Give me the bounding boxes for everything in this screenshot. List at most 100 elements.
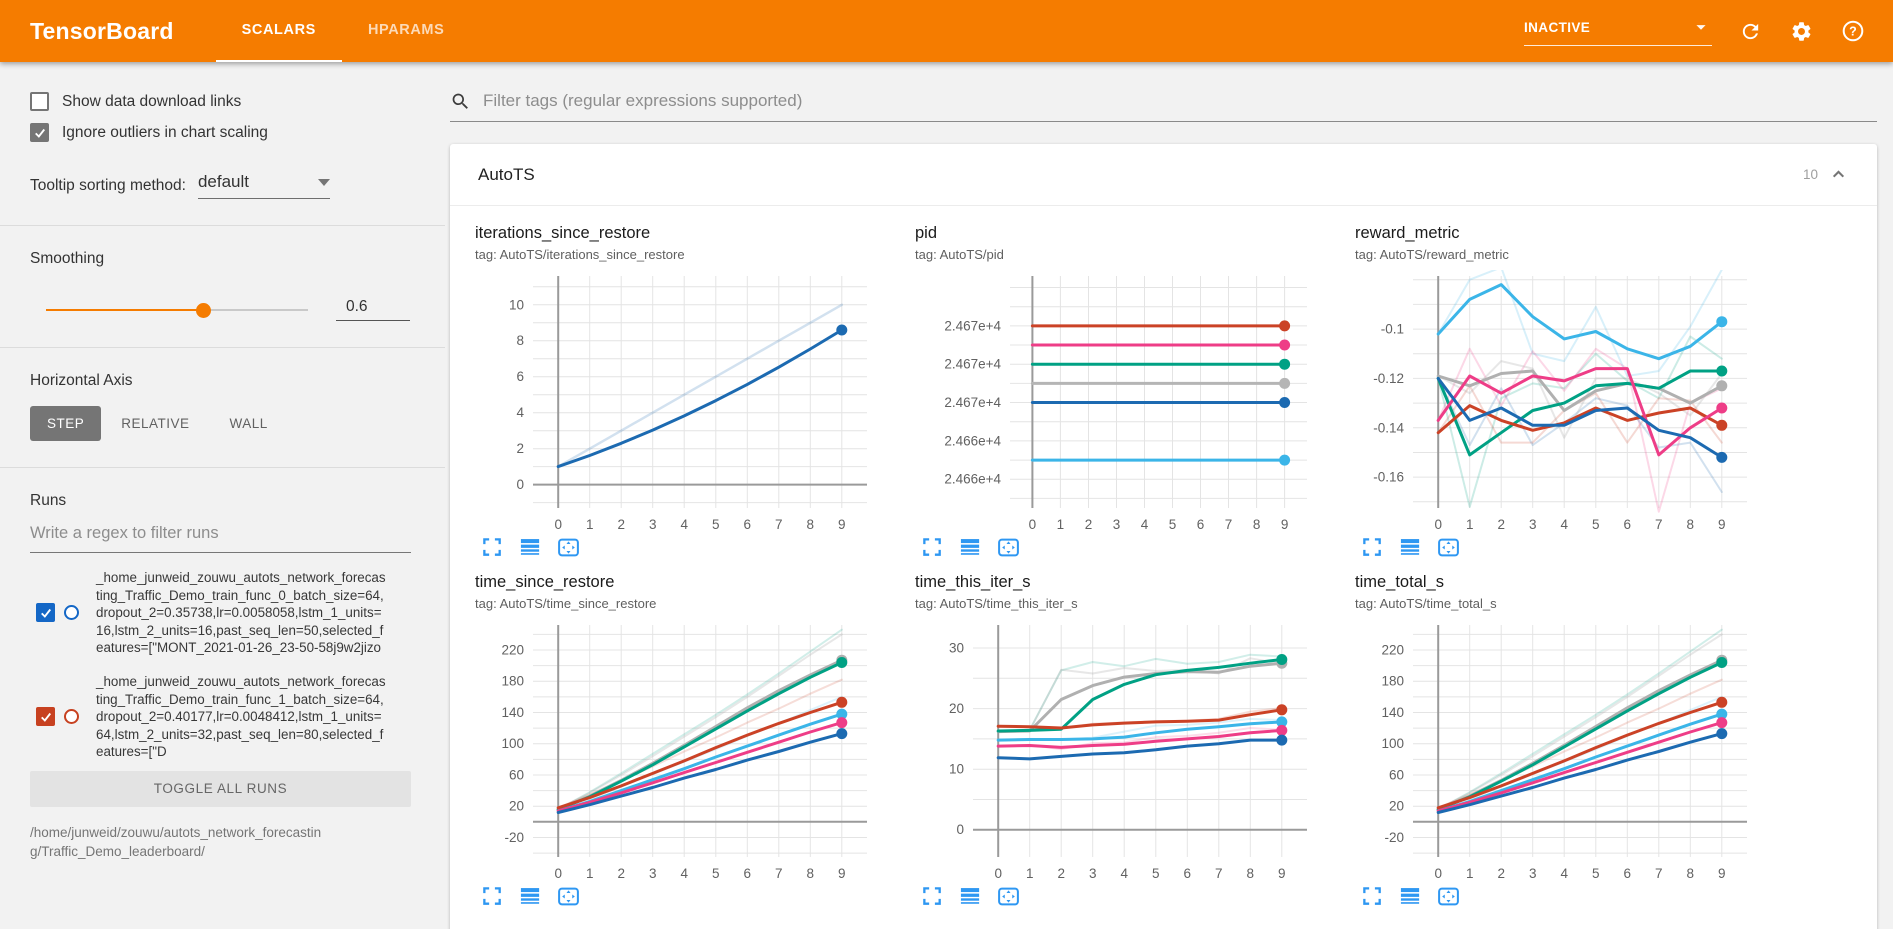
- charts-grid: iterations_since_restore tag: AutoTS/iter…: [450, 206, 1877, 908]
- chart-plot[interactable]: -20 20 60 100 140 180 220 0 1 2 3 4 5 6 7 8 9: [1355, 619, 1775, 884]
- chart-plot[interactable]: 0 2 4 6 8 10 0 1 2 3 4 5 6 7 8 9: [475, 270, 895, 535]
- checkbox-unchecked[interactable]: [30, 92, 49, 111]
- tab-hparams[interactable]: HPARAMS: [367, 22, 445, 38]
- chart-iterations_since_restore: iterations_since_restore tag: AutoTS/iter…: [475, 224, 915, 559]
- svg-text:100: 100: [501, 736, 524, 751]
- svg-text:2: 2: [1497, 866, 1505, 881]
- svg-text:2.466e+4: 2.466e+4: [944, 433, 1001, 448]
- chart-plot[interactable]: 2.467e+4 2.467e+4 2.467e+4 2.466e+4 2.466e+4…: [915, 270, 1335, 535]
- fit-domain-icon[interactable]: [1437, 885, 1460, 908]
- svg-text:9: 9: [1718, 866, 1726, 881]
- svg-text:6: 6: [1624, 866, 1632, 881]
- ignore-outliers-checkbox[interactable]: Ignore outliers in chart scaling: [30, 123, 411, 142]
- fullscreen-icon[interactable]: [1361, 885, 1384, 908]
- fullscreen-icon[interactable]: [481, 885, 504, 908]
- svg-text:60: 60: [1389, 768, 1404, 783]
- run-item-0[interactable]: _home_junweid_zouwu_autots_network_forec…: [30, 569, 411, 657]
- axis-relative-button[interactable]: RELATIVE: [121, 416, 190, 431]
- chart-tag: tag: AutoTS/reward_metric: [1355, 247, 1509, 262]
- settings-gear-icon[interactable]: [1789, 19, 1814, 44]
- chart-title: time_since_restore: [475, 573, 615, 591]
- fit-domain-icon[interactable]: [997, 885, 1020, 908]
- svg-text:6: 6: [744, 866, 752, 881]
- chart-plot[interactable]: 0 10 20 30 0 1 2 3 4 5 6 7 8 9: [915, 619, 1335, 884]
- svg-text:5: 5: [1592, 866, 1600, 881]
- tooltip-sorting-select[interactable]: default: [197, 172, 330, 199]
- fullscreen-icon[interactable]: [1361, 536, 1384, 559]
- svg-text:20: 20: [1389, 799, 1404, 814]
- toggle-all-runs-button[interactable]: TOGGLE ALL RUNS: [30, 770, 411, 807]
- svg-text:8: 8: [807, 866, 815, 881]
- chart-reward_metric: reward_metric tag: AutoTS/reward_metric -0…: [1355, 224, 1795, 559]
- svg-text:7: 7: [1225, 517, 1233, 532]
- chart-title: time_total_s: [1355, 573, 1444, 591]
- checkbox-checked[interactable]: [30, 123, 49, 142]
- svg-text:4: 4: [1560, 866, 1568, 881]
- svg-text:9: 9: [838, 866, 846, 881]
- run-checkbox[interactable]: [36, 707, 55, 727]
- fit-domain-icon[interactable]: [557, 885, 580, 908]
- smoothing-value-input[interactable]: [336, 298, 410, 321]
- chart-plot[interactable]: -0.1 -0.12 -0.14 -0.16 0 1 2 3 4 5 6 7 8 9: [1355, 270, 1775, 535]
- fit-domain-icon[interactable]: [557, 536, 580, 559]
- svg-text:1: 1: [1026, 866, 1034, 881]
- fullscreen-icon[interactable]: [481, 536, 504, 559]
- run-item-1[interactable]: _home_junweid_zouwu_autots_network_forec…: [30, 673, 411, 761]
- run-checkbox[interactable]: [36, 603, 55, 623]
- run-name: _home_junweid_zouwu_autots_network_forec…: [96, 570, 386, 656]
- autots-card-header[interactable]: AutoTS 10: [450, 144, 1877, 206]
- divider: [0, 467, 445, 468]
- fit-domain-icon[interactable]: [1437, 536, 1460, 559]
- svg-text:3: 3: [1529, 866, 1537, 881]
- svg-text:3: 3: [649, 517, 657, 532]
- log-scale-icon[interactable]: [1399, 885, 1422, 908]
- runs-label: Runs: [30, 492, 67, 509]
- chart-tag: tag: AutoTS/time_since_restore: [475, 596, 657, 611]
- svg-text:180: 180: [501, 674, 524, 689]
- chevron-down-icon: [1696, 25, 1706, 30]
- fullscreen-icon[interactable]: [921, 885, 944, 908]
- fit-domain-icon[interactable]: [997, 536, 1020, 559]
- chart-actions: [481, 536, 915, 559]
- help-icon[interactable]: ?: [1840, 19, 1865, 44]
- fullscreen-icon[interactable]: [921, 536, 944, 559]
- chevron-up-icon[interactable]: [1828, 164, 1849, 185]
- svg-text:0: 0: [1029, 517, 1037, 532]
- chart-title: reward_metric: [1355, 224, 1460, 242]
- svg-text:2.467e+4: 2.467e+4: [944, 357, 1001, 372]
- log-scale-icon[interactable]: [959, 885, 982, 908]
- status-value: INACTIVE: [1524, 19, 1591, 35]
- svg-text:9: 9: [838, 517, 846, 532]
- svg-text:20: 20: [509, 799, 524, 814]
- svg-text:2: 2: [516, 441, 524, 456]
- refresh-icon[interactable]: [1738, 19, 1763, 44]
- log-directory-path: /home/junweid/zouwu/autots_network_forec…: [30, 824, 322, 859]
- run-radio[interactable]: [64, 605, 79, 621]
- show-download-links-checkbox[interactable]: Show data download links: [30, 92, 411, 111]
- svg-text:2: 2: [617, 866, 625, 881]
- axis-wall-button[interactable]: WALL: [229, 416, 268, 431]
- log-scale-icon[interactable]: [959, 536, 982, 559]
- svg-text:0: 0: [1434, 517, 1442, 532]
- log-scale-icon[interactable]: [1399, 536, 1422, 559]
- run-radio[interactable]: [64, 709, 79, 725]
- svg-text:5: 5: [712, 517, 720, 532]
- sidebar: Show data download links Ignore outliers…: [0, 62, 469, 929]
- chart-actions: [481, 885, 915, 908]
- tab-scalars[interactable]: SCALARS: [215, 0, 342, 62]
- runs-filter-input[interactable]: [30, 524, 411, 553]
- status-dropdown[interactable]: INACTIVE: [1524, 16, 1712, 46]
- smoothing-slider[interactable]: [46, 302, 308, 318]
- log-scale-icon[interactable]: [519, 536, 542, 559]
- chart-plot[interactable]: -20 20 60 100 140 180 220 0 1 2 3 4 5 6 7 8 9: [475, 619, 895, 884]
- slider-thumb[interactable]: [196, 302, 212, 318]
- svg-text:5: 5: [1152, 866, 1160, 881]
- filter-tags-input[interactable]: [481, 90, 1877, 112]
- svg-text:9: 9: [1281, 517, 1289, 532]
- axis-step-button[interactable]: STEP: [30, 406, 102, 441]
- svg-text:7: 7: [1215, 866, 1223, 881]
- log-scale-icon[interactable]: [519, 885, 542, 908]
- chart-title: iterations_since_restore: [475, 224, 651, 242]
- chart-actions: [1361, 885, 1795, 908]
- svg-text:220: 220: [501, 643, 524, 658]
